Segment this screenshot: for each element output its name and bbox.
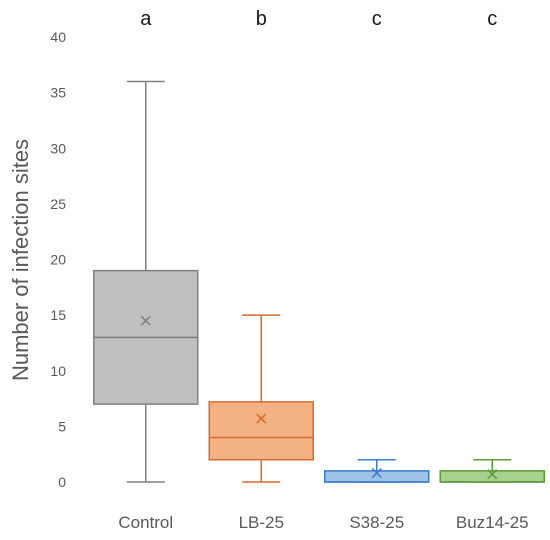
- mean-marker: [140, 315, 151, 326]
- mean-marker: [371, 468, 382, 479]
- box-1: [93, 80, 199, 483]
- box-iqr: [208, 401, 314, 461]
- x-category-label: Buz14-25: [456, 513, 529, 532]
- mean-marker: [256, 413, 267, 424]
- y-tick-label: 35: [50, 85, 66, 101]
- significance-letter: b: [256, 8, 267, 30]
- x-axis-labels: Control LB-25 S38-25 Buz14-25: [118, 513, 528, 532]
- y-tick-label: 40: [50, 29, 66, 45]
- y-tick-label: 25: [50, 196, 66, 212]
- box-3: [324, 459, 430, 483]
- y-tick-label: 20: [50, 252, 66, 268]
- y-axis-title: Number of infection sites: [8, 139, 33, 381]
- x-category-label: LB-25: [239, 513, 284, 532]
- y-tick-label: 30: [50, 140, 66, 156]
- y-tick-label: 5: [58, 418, 66, 434]
- significance-letter: c: [372, 8, 382, 30]
- significance-letter: c: [487, 8, 497, 30]
- y-tick-label: 10: [50, 363, 66, 379]
- box-4: [439, 459, 545, 483]
- box-series: [93, 80, 545, 483]
- y-tick-label: 0: [58, 474, 66, 490]
- mean-marker: [487, 469, 498, 480]
- box-2: [208, 314, 314, 483]
- significance-letter: a: [140, 8, 152, 30]
- box-iqr: [439, 470, 545, 483]
- x-category-label: S38-25: [349, 513, 404, 532]
- x-category-label: Control: [118, 513, 173, 532]
- y-tick-label: 15: [50, 307, 66, 323]
- y-axis-ticks: 0 5 10 15 20 25 30 35 40: [50, 29, 66, 490]
